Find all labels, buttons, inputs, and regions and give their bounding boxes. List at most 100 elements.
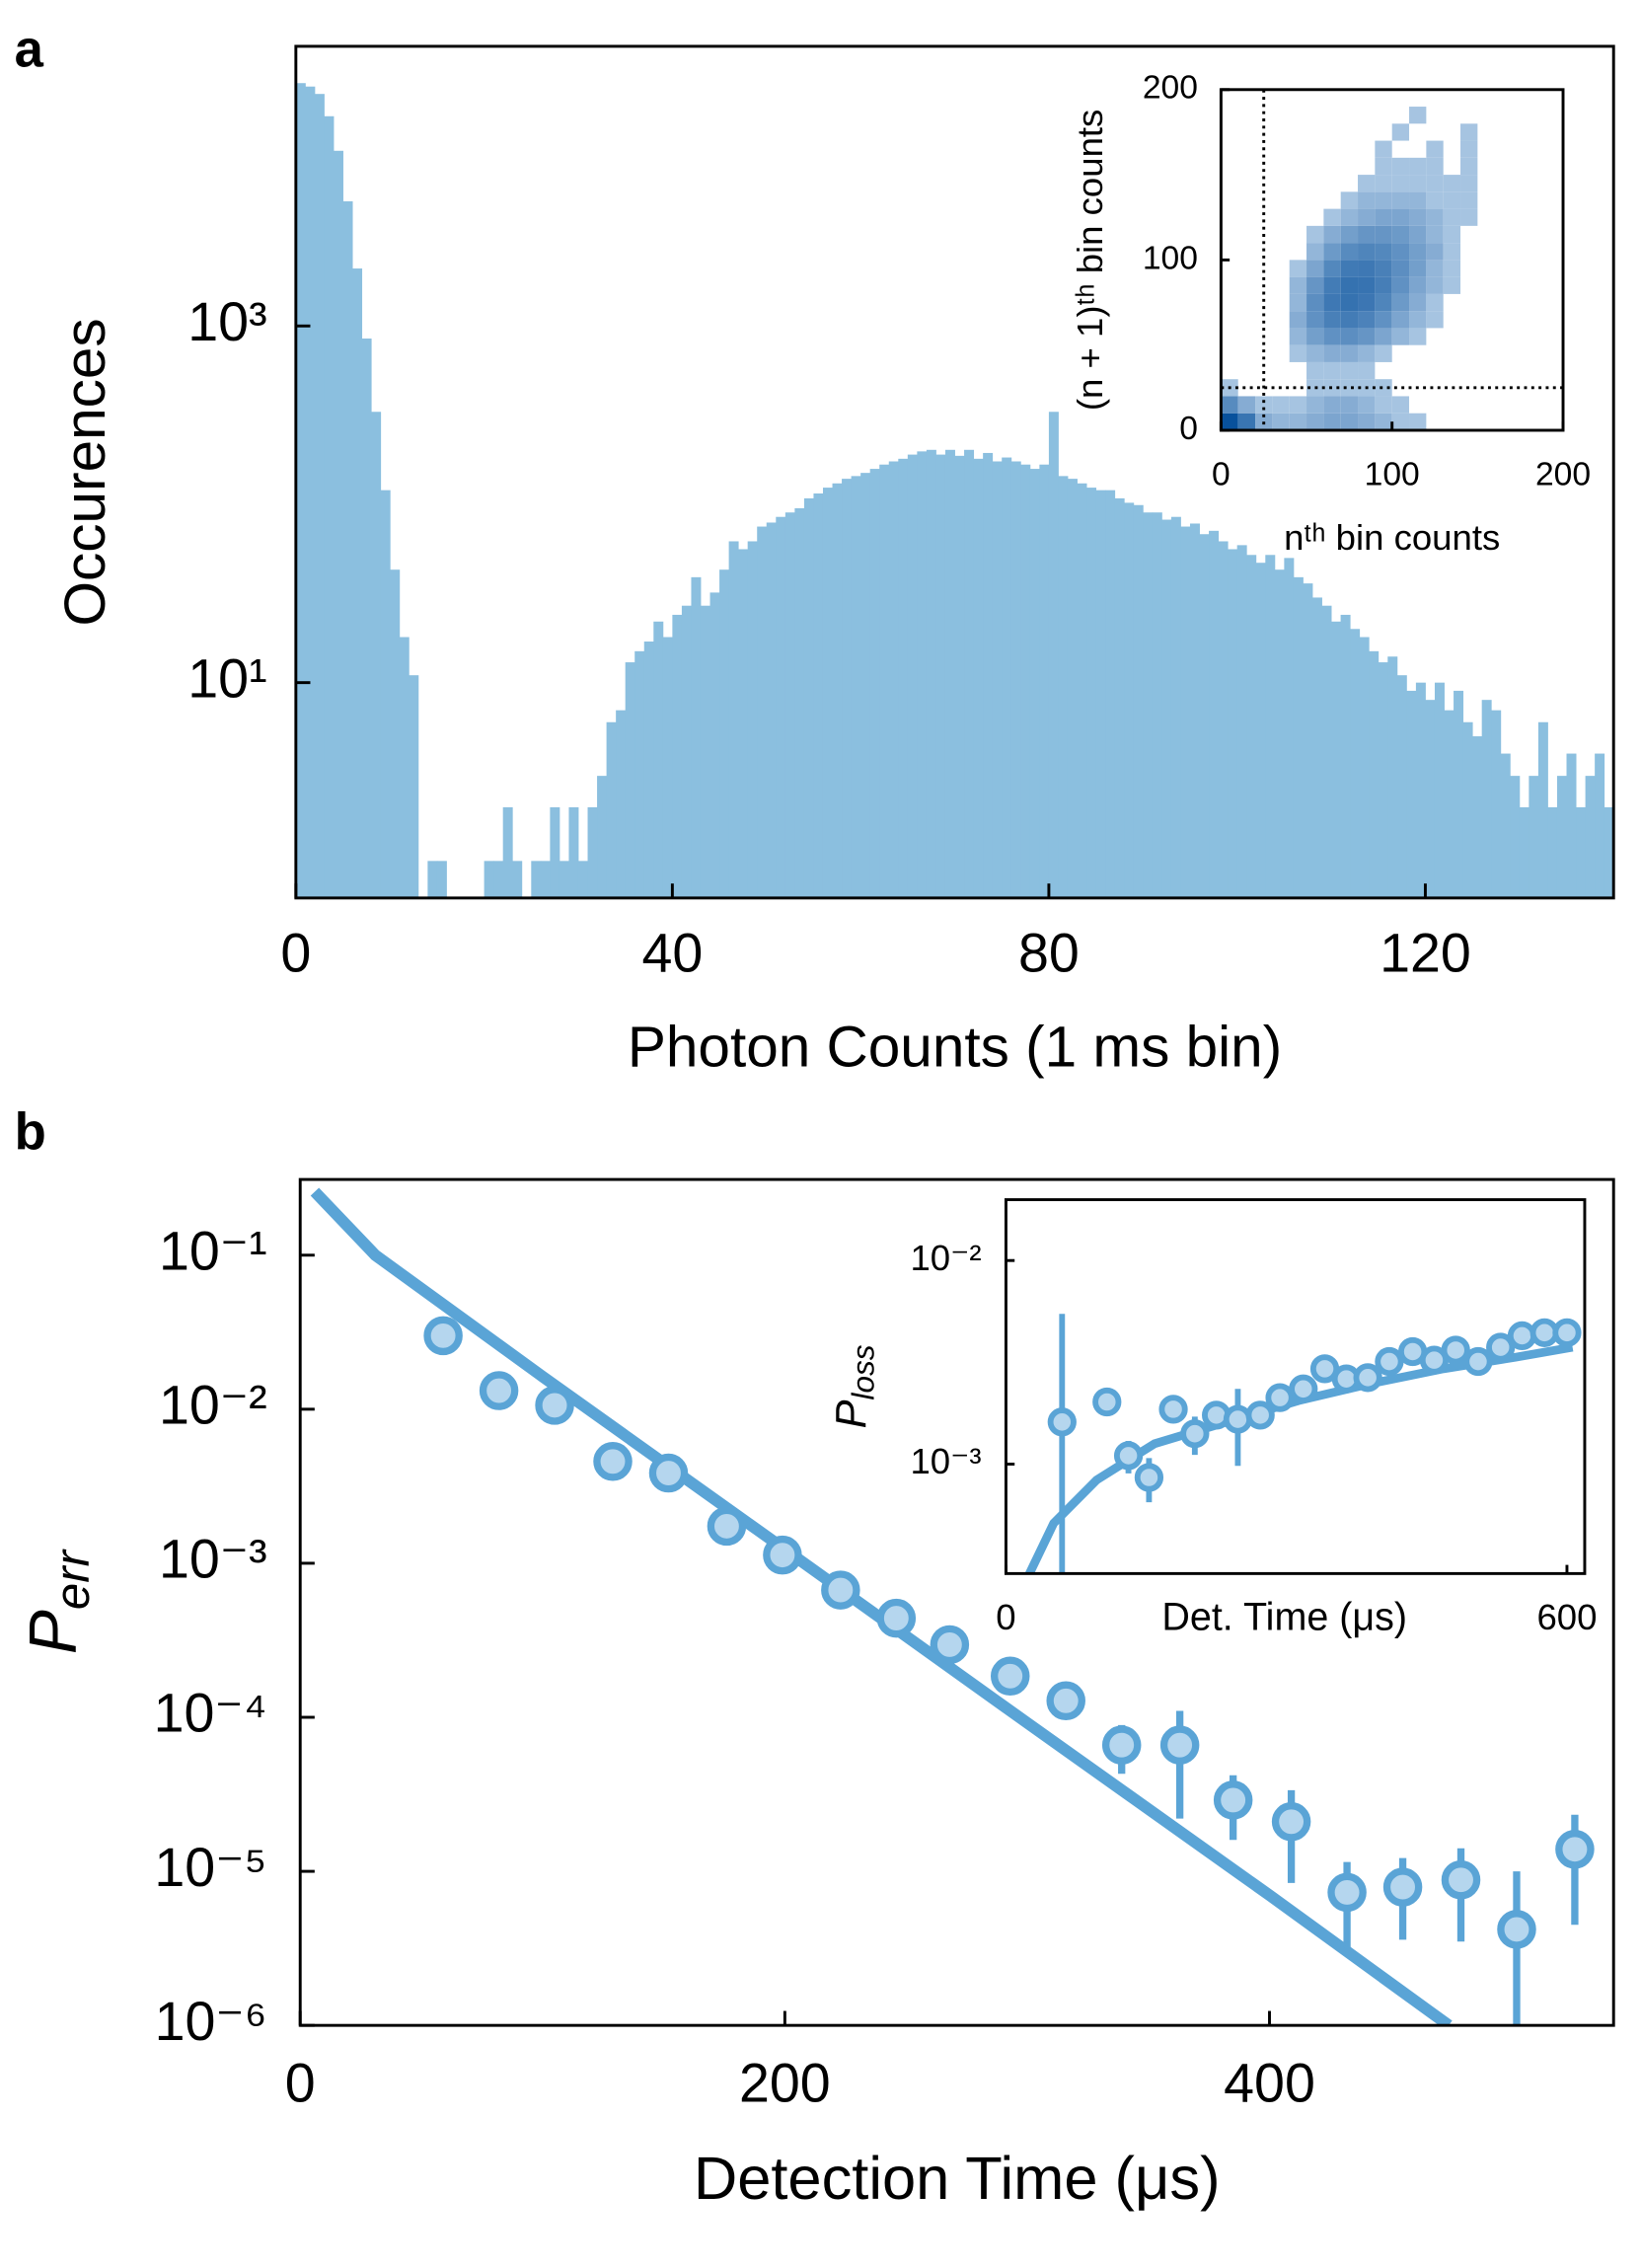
data-point bbox=[1046, 1681, 1085, 1721]
histogram-bar bbox=[803, 497, 814, 898]
heatmap-cell bbox=[1306, 260, 1324, 277]
x-tick-label: 600 bbox=[1536, 1597, 1597, 1637]
histogram-bar bbox=[888, 461, 899, 898]
histogram-bar bbox=[784, 512, 795, 898]
data-point bbox=[1507, 1321, 1537, 1351]
heatmap-cell bbox=[1375, 225, 1392, 244]
histogram-bar bbox=[1359, 637, 1370, 898]
heatmap-cell bbox=[1375, 379, 1392, 397]
y-tick-label: 10³ bbox=[187, 291, 266, 352]
histogram-bar bbox=[314, 94, 325, 898]
heatmap-cell bbox=[1443, 276, 1461, 294]
data-point bbox=[1213, 1780, 1253, 1820]
heatmap-cell bbox=[1358, 328, 1376, 345]
histogram-bar bbox=[1077, 483, 1087, 898]
histogram-bar bbox=[390, 569, 401, 898]
data-point bbox=[1441, 1860, 1481, 1900]
histogram-bar bbox=[907, 454, 918, 898]
y-axis-label-main: P bbox=[16, 1610, 90, 1654]
data-point bbox=[479, 1371, 519, 1410]
histogram-bar bbox=[1255, 563, 1266, 898]
data-point bbox=[1047, 1407, 1077, 1437]
histogram-bar bbox=[672, 614, 683, 898]
data-point bbox=[1497, 1910, 1536, 1949]
heatmap-cell bbox=[1358, 260, 1376, 277]
histogram-bar bbox=[954, 455, 965, 898]
histogram-bar bbox=[587, 806, 598, 898]
heatmap-cell bbox=[1237, 396, 1256, 414]
heatmap-cell bbox=[1340, 396, 1359, 414]
histogram-bar bbox=[436, 861, 447, 898]
histogram-bar bbox=[634, 650, 645, 898]
histogram-bar bbox=[1604, 806, 1614, 898]
histogram-bar bbox=[1556, 776, 1567, 898]
heatmap-cell bbox=[1409, 413, 1427, 430]
heatmap-cell bbox=[1375, 413, 1392, 430]
histogram-bar bbox=[484, 861, 494, 898]
data-point bbox=[707, 1506, 747, 1547]
heatmap-cell bbox=[1375, 311, 1392, 329]
heatmap-cell bbox=[1375, 140, 1392, 158]
data-point bbox=[1486, 1332, 1516, 1362]
histogram-bar bbox=[1236, 545, 1247, 898]
heatmap-cell bbox=[1443, 191, 1461, 209]
histogram-bar bbox=[1143, 512, 1154, 898]
histogram-bar bbox=[1114, 497, 1125, 898]
heatmap-cell bbox=[1409, 175, 1427, 192]
histogram-bar bbox=[1576, 806, 1587, 898]
heatmap-cell bbox=[1221, 413, 1238, 430]
x-tick-label: 0 bbox=[1212, 457, 1231, 493]
histogram-bar bbox=[352, 268, 363, 898]
histogram-bar bbox=[1209, 530, 1220, 898]
histogram-bar bbox=[1124, 502, 1135, 898]
heatmap-cell bbox=[1443, 225, 1461, 244]
x-tick-label: 40 bbox=[641, 923, 703, 984]
heatmap-cell bbox=[1340, 208, 1359, 226]
heatmap-cell bbox=[1391, 243, 1410, 261]
x-tick-label: 200 bbox=[739, 2053, 831, 2114]
heatmap-cell bbox=[1272, 413, 1290, 430]
y-tick-label: 10⁻⁴ bbox=[154, 1683, 267, 1744]
heatmap-cell bbox=[1358, 396, 1376, 414]
heatmap-cell bbox=[1358, 225, 1376, 244]
histogram-bar bbox=[1199, 534, 1210, 898]
heatmap-cell bbox=[1340, 413, 1359, 430]
x-tick-label: 0 bbox=[996, 1597, 1015, 1637]
histogram-bar bbox=[1340, 614, 1351, 898]
heatmap-cell bbox=[1323, 225, 1341, 244]
histogram-bar bbox=[606, 721, 617, 898]
histogram-bar bbox=[625, 662, 635, 898]
histogram-bar bbox=[1462, 721, 1473, 898]
heatmap-cell bbox=[1426, 157, 1444, 176]
histogram-bar bbox=[709, 592, 720, 898]
heatmap-cell bbox=[1426, 191, 1444, 209]
x-tick-label: 80 bbox=[1018, 923, 1080, 984]
heatmap-cell bbox=[1323, 276, 1341, 294]
histogram-bar bbox=[728, 541, 739, 898]
x-tick-label: 120 bbox=[1380, 923, 1471, 984]
data-point bbox=[821, 1570, 860, 1610]
data-point bbox=[876, 1598, 917, 1638]
heatmap-cell bbox=[1391, 175, 1410, 192]
histogram-bar bbox=[1472, 736, 1483, 898]
histogram-bar bbox=[1058, 476, 1069, 898]
heatmap-cell bbox=[1391, 396, 1410, 414]
heatmap-cell bbox=[1391, 157, 1410, 176]
data-point bbox=[423, 1316, 463, 1356]
heatmap-cell bbox=[1460, 208, 1478, 226]
y-tick-label: 10¹ bbox=[187, 647, 266, 709]
histogram-bar bbox=[643, 642, 654, 898]
heatmap-cell bbox=[1460, 157, 1478, 176]
heatmap-cell bbox=[1306, 225, 1324, 244]
heatmap-cell bbox=[1358, 243, 1376, 261]
heatmap-cell bbox=[1375, 293, 1392, 312]
data-point bbox=[1158, 1395, 1188, 1424]
histogram-bar bbox=[917, 451, 928, 898]
histogram-bar bbox=[1387, 656, 1398, 898]
heatmap-cell bbox=[1340, 361, 1359, 380]
histogram-bar bbox=[1029, 469, 1040, 898]
histogram-bar bbox=[568, 806, 579, 898]
histogram-bar bbox=[973, 458, 984, 898]
histogram-bar bbox=[1425, 700, 1436, 898]
heatmap-cell bbox=[1340, 225, 1359, 244]
